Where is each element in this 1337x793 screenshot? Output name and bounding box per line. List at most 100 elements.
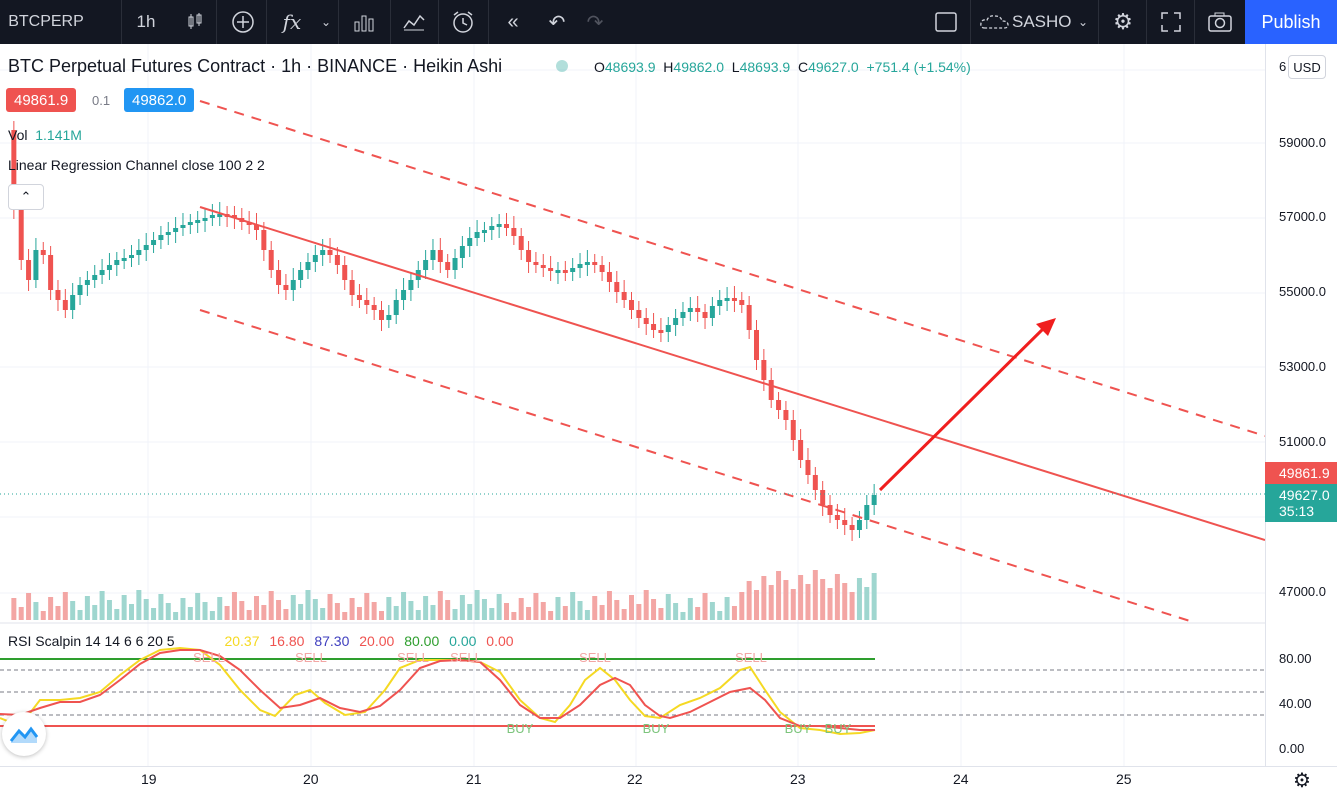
candles-icon[interactable] — [178, 0, 212, 44]
last-price-red-label: 49861.9 — [1265, 462, 1337, 484]
change-value: +751.4 (+1.54%) — [866, 59, 971, 75]
price-tick: 57000.0 — [1279, 209, 1326, 224]
time-tick: 24 — [953, 771, 969, 787]
rsi-tick: 40.00 — [1279, 696, 1312, 711]
ohlc-values: O48693.9 H49862.0 L48693.9 C49627.0 +751… — [594, 59, 971, 75]
bar-chart-icon[interactable] — [346, 0, 382, 44]
chevron-down-icon[interactable]: ⌄ — [320, 15, 332, 29]
plus-circle-icon[interactable] — [226, 0, 260, 44]
svg-text:SELL: SELL — [193, 650, 225, 665]
symbol-label: BTCPERP — [8, 13, 84, 30]
price-tick: 6 — [1279, 59, 1287, 74]
close-label: C — [797, 59, 809, 75]
time-tick: 19 — [141, 771, 157, 787]
open-label: O — [594, 59, 605, 75]
fx-icon[interactable]: fx — [282, 10, 302, 34]
rsi-title: RSI Scalpin 14 14 6 6 20 5 — [8, 633, 175, 649]
rsi-value: 80.00 — [404, 633, 440, 649]
interval-label: 1h — [136, 12, 156, 31]
time-tick: 25 — [1116, 771, 1132, 787]
user-label: SASHO — [1012, 12, 1072, 31]
rsi-value: 0.00 — [486, 633, 514, 649]
chevron-up-icon: ⌃ — [20, 189, 32, 204]
redo-icon[interactable]: ↷ — [586, 11, 604, 34]
volume-legend[interactable]: Vol 1.141M — [8, 127, 82, 143]
last-price-value: 49627.0 — [1279, 487, 1330, 503]
alert-clock-icon[interactable] — [446, 0, 480, 44]
account-name[interactable]: SASHO — [1012, 0, 1072, 44]
vol-value: 1.141M — [35, 127, 82, 143]
low-label: L — [731, 59, 740, 75]
publish-label: Publish — [1261, 11, 1321, 32]
rsi-value: 20.00 — [359, 633, 395, 649]
open-value: 48693.9 — [604, 59, 656, 75]
currency-button[interactable]: USD — [1288, 55, 1326, 79]
price-tick: 47000.0 — [1279, 584, 1326, 599]
rsi-value: 16.80 — [269, 633, 305, 649]
arrow-head-icon — [1036, 318, 1056, 336]
price-chart[interactable]: SELL SELL SELL SELL SELL SELL BUY BUY BUY BUY — [0, 44, 1265, 766]
top-toolbar — [0, 0, 1337, 44]
symbol-search-button[interactable]: BTCPERP — [6, 0, 86, 44]
gear-icon[interactable]: ⚙ — [1113, 9, 1133, 34]
buy-price: 49862.0 — [132, 91, 187, 109]
regression-center-line[interactable] — [199, 206, 1265, 541]
trend-arrow[interactable] — [878, 324, 1048, 492]
indicator-legend[interactable]: Linear Regression Channel close 100 2 2 — [8, 157, 265, 173]
price-tick: 51000.0 — [1279, 434, 1326, 449]
templates-icon[interactable] — [396, 0, 432, 44]
rsi-value: 20.37 — [224, 633, 260, 649]
sell-price: 49861.9 — [14, 91, 69, 109]
time-tick: 23 — [790, 771, 806, 787]
buy-button[interactable]: 49862.0 — [124, 88, 195, 112]
time-tick: 21 — [466, 771, 482, 787]
rsi-value: 0.00 — [449, 633, 477, 649]
rsi-slow-line — [0, 649, 875, 731]
regression-upper-line[interactable] — [199, 100, 1265, 437]
undo-icon[interactable]: ↶ — [548, 11, 566, 34]
svg-text:SELL: SELL — [735, 650, 767, 665]
price-tick: 59000.0 — [1279, 135, 1326, 150]
svg-text:BUY: BUY — [785, 721, 812, 736]
last-price-green-label: 49627.0 35:13 — [1265, 484, 1337, 522]
low-value: 48693.9 — [739, 59, 791, 75]
sell-button[interactable]: 49861.9 — [6, 88, 77, 112]
cloud-icon[interactable] — [978, 0, 1012, 44]
market-status-icon[interactable] — [556, 60, 568, 72]
publish-button[interactable]: Publish — [1245, 0, 1337, 44]
replay-icon[interactable]: « — [507, 10, 519, 33]
regression-lower-line[interactable] — [199, 309, 1191, 622]
svg-text:BUY: BUY — [825, 721, 852, 736]
chevron-down-icon[interactable]: ⌄ — [1077, 15, 1089, 29]
price-tick: 55000.0 — [1279, 284, 1326, 299]
price-tick: 53000.0 — [1279, 359, 1326, 374]
camera-icon[interactable] — [1202, 0, 1238, 44]
price-axis[interactable] — [1265, 44, 1337, 766]
svg-text:SELL: SELL — [450, 650, 482, 665]
time-tick: 20 — [303, 771, 319, 787]
candle-countdown: 35:13 — [1279, 503, 1315, 519]
spread-value: 0.1 — [92, 93, 111, 108]
svg-text:SELL: SELL — [397, 650, 429, 665]
close-value: 49627.0 — [808, 59, 859, 75]
tradingview-logo-icon[interactable] — [2, 712, 46, 756]
time-tick: 22 — [627, 771, 643, 787]
rsi-value: 87.30 — [314, 633, 350, 649]
rsi-tick: 0.00 — [1279, 741, 1305, 756]
collapse-legend-button[interactable]: ⌃ — [8, 184, 44, 210]
chart-title[interactable]: BTC Perpetual Futures Contract · 1h · BI… — [8, 56, 503, 76]
svg-text:SELL: SELL — [579, 650, 611, 665]
svg-text:BUY: BUY — [507, 721, 534, 736]
svg-text:SELL: SELL — [295, 650, 327, 665]
fullscreen-icon[interactable] — [1154, 0, 1188, 44]
interval-button[interactable]: 1h — [126, 0, 166, 44]
layout-icon[interactable] — [928, 0, 964, 44]
rsi-tick: 80.00 — [1279, 651, 1312, 666]
high-label: H — [663, 59, 674, 75]
svg-text:BUY: BUY — [643, 721, 670, 736]
vol-label: Vol — [8, 127, 28, 143]
currency-label: USD — [1293, 59, 1321, 75]
high-value: 49862.0 — [673, 59, 725, 75]
settings-icon[interactable]: ⚙ — [1293, 770, 1311, 792]
rsi-legend[interactable]: RSI Scalpin 14 14 6 6 20 5 20.37 16.80 8… — [8, 633, 520, 649]
